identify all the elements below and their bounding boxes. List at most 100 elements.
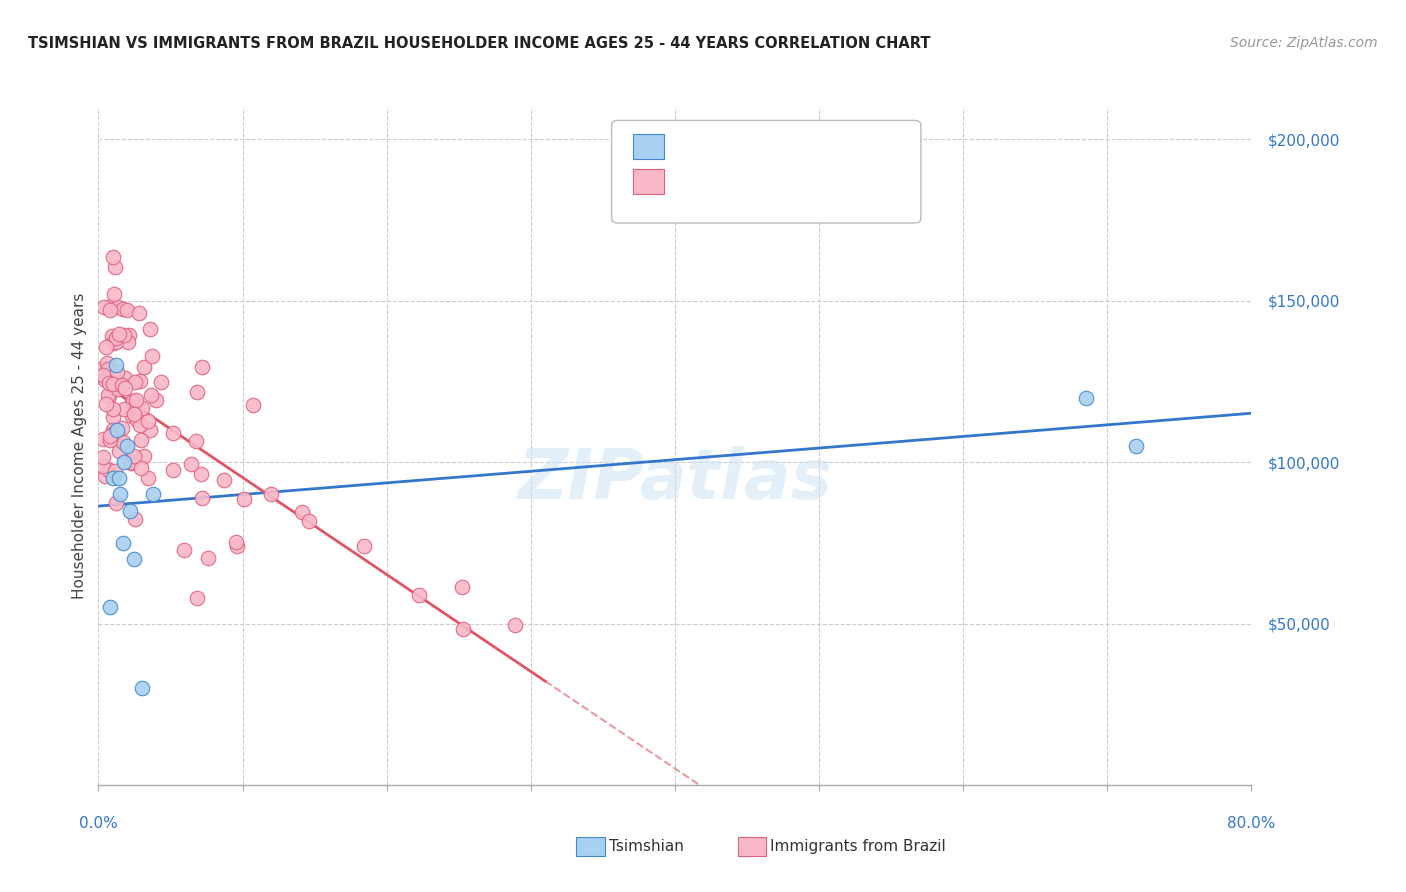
Point: [105, 423, 128, 437]
Point: [112, 302, 135, 317]
Point: [115, 302, 138, 317]
Point: [97, 362, 120, 376]
Point: [101, 471, 124, 485]
Text: 80.0%: 80.0%: [1227, 816, 1275, 831]
Point: [100, 429, 122, 443]
Point: [1125, 439, 1147, 453]
Point: [162, 426, 184, 441]
Point: [108, 487, 131, 501]
Point: [131, 681, 153, 695]
Point: [145, 392, 167, 407]
Point: [139, 322, 162, 336]
Point: [150, 375, 173, 389]
Text: R =: R =: [678, 139, 711, 153]
Point: [124, 512, 146, 526]
Point: [162, 463, 184, 477]
Point: [186, 384, 208, 399]
Point: [129, 433, 152, 447]
Point: [104, 359, 127, 373]
Point: [129, 374, 152, 388]
Point: [101, 250, 124, 264]
Point: [127, 401, 149, 415]
Point: [111, 536, 134, 550]
Text: -0.420: -0.420: [720, 173, 779, 191]
Point: [121, 403, 143, 417]
Text: 0.225: 0.225: [720, 137, 772, 155]
Point: [91, 432, 114, 446]
Point: [114, 371, 136, 385]
Point: [226, 540, 249, 554]
Y-axis label: Householder Income Ages 25 - 44 years: Householder Income Ages 25 - 44 years: [72, 293, 87, 599]
Point: [103, 286, 125, 301]
Point: [260, 487, 283, 501]
Point: [184, 434, 207, 448]
Point: [104, 260, 127, 275]
Point: [101, 401, 124, 416]
Point: [197, 550, 219, 565]
Point: [139, 387, 162, 401]
Point: [107, 365, 129, 379]
Point: [141, 349, 163, 363]
Point: [105, 335, 128, 350]
Point: [191, 491, 214, 505]
Point: [122, 393, 145, 408]
Point: [98, 389, 121, 403]
Point: [101, 427, 124, 442]
Point: [122, 407, 145, 421]
Point: [118, 327, 141, 342]
Point: [117, 334, 139, 349]
Point: [291, 505, 314, 519]
Point: [131, 401, 153, 416]
Point: [103, 423, 125, 437]
Text: Immigrants from Brazil: Immigrants from Brazil: [770, 839, 946, 854]
Point: [173, 543, 195, 558]
Point: [91, 459, 114, 474]
Point: [120, 456, 142, 470]
Point: [108, 444, 131, 458]
Point: [142, 487, 165, 501]
Point: [298, 514, 321, 528]
Text: Tsimshian: Tsimshian: [609, 839, 683, 854]
Point: [107, 471, 129, 485]
Point: [105, 331, 128, 345]
Point: [121, 395, 143, 409]
Point: [129, 461, 152, 475]
Point: [451, 581, 474, 595]
Point: [100, 328, 122, 343]
Point: [453, 622, 475, 636]
Point: [104, 496, 127, 510]
Point: [93, 361, 115, 376]
Point: [120, 455, 142, 469]
Point: [190, 467, 212, 482]
Point: [186, 591, 208, 605]
Point: [94, 340, 117, 354]
Point: [233, 492, 256, 507]
Point: [98, 600, 121, 615]
Point: [103, 376, 125, 391]
Point: [120, 503, 142, 517]
Point: [132, 450, 155, 464]
Point: [134, 359, 156, 374]
Point: [214, 473, 236, 487]
Point: [98, 302, 121, 317]
Point: [117, 439, 139, 453]
Text: ZIPatlas: ZIPatlas: [517, 446, 832, 514]
Point: [112, 402, 135, 417]
Point: [128, 417, 150, 432]
Point: [121, 409, 143, 423]
Point: [110, 379, 132, 393]
Text: 15: 15: [811, 137, 834, 155]
Point: [108, 326, 131, 341]
Point: [242, 398, 264, 412]
Text: Source: ZipAtlas.com: Source: ZipAtlas.com: [1230, 36, 1378, 50]
Point: [101, 380, 124, 394]
Point: [225, 534, 247, 549]
Point: [191, 360, 214, 375]
Point: [127, 413, 149, 427]
Point: [101, 335, 124, 350]
Point: [136, 414, 159, 428]
Point: [93, 300, 115, 314]
Point: [124, 392, 146, 407]
Point: [104, 464, 127, 478]
Point: [122, 449, 145, 463]
